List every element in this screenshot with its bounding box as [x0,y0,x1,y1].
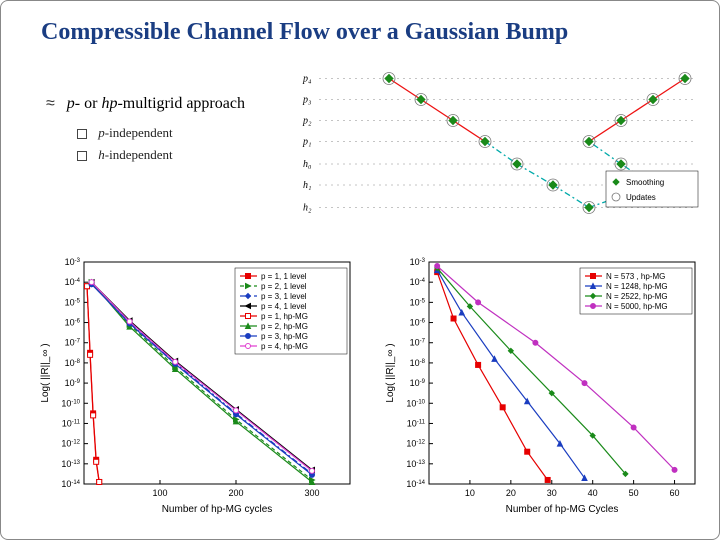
chart-left-p-convergence: 100 200 300 10-14 10-13 10-12 10-11 10-10 10-9 10… [36,256,356,516]
svg-text:p₄: p₄ [302,74,312,85]
svg-text:Log( ||R||_∞ ): Log( ||R||_∞ ) [40,343,51,402]
slide-title: Compressible Channel Flow over a Gaussia… [41,19,568,46]
main-bullet: ≈ p- or hp-multigrid approach [46,95,245,113]
svg-text:p = 4, hp-MG: p = 4, hp-MG [261,342,308,351]
svg-text:Number of hp-MG Cycles: Number of hp-MG Cycles [506,504,619,515]
svg-text:10-12: 10-12 [61,439,80,449]
chart-right-h-convergence: 10 20 30 40 50 60 10-14 10-13 10-12 10-11 10-10 10-… [381,256,701,516]
svg-text:10-14: 10-14 [61,479,80,489]
svg-text:10-4: 10-4 [65,277,81,287]
svg-text:h₀: h₀ [303,159,312,170]
bullet-text-hp: hp [101,95,117,112]
svg-text:100: 100 [152,488,167,498]
svg-text:Smoothing: Smoothing [626,178,664,187]
sub-bullet-1-rest: -independent [105,125,173,140]
svg-text:10-4: 10-4 [410,277,426,287]
svg-text:N = 5000, hp-MG: N = 5000, hp-MG [606,302,668,311]
svg-text:10-7: 10-7 [410,338,426,348]
svg-text:10-9: 10-9 [410,378,426,388]
svg-text:p = 4, 1 level: p = 4, 1 level [261,302,307,311]
bullet-text-p: p [67,95,75,112]
svg-text:Number of hp-MG cycles: Number of hp-MG cycles [162,504,273,515]
bullet-text-post: -multigrid approach [117,95,245,112]
svg-text:10-10: 10-10 [406,398,425,408]
svg-text:p₁: p₁ [302,137,311,148]
svg-text:p = 3, 1 level: p = 3, 1 level [261,292,307,301]
svg-text:10-11: 10-11 [407,418,426,428]
sub-bullet-2-rest: -independent [105,147,173,162]
bullet-text-mid: - or [75,95,102,112]
bullet-box-icon [77,129,87,139]
svg-text:20: 20 [506,488,516,498]
svg-text:30: 30 [547,488,557,498]
svg-text:50: 50 [629,488,639,498]
svg-text:10-5: 10-5 [65,297,81,307]
svg-text:10-11: 10-11 [62,418,81,428]
svg-text:10: 10 [465,488,475,498]
svg-text:10-10: 10-10 [61,398,80,408]
svg-text:10-6: 10-6 [410,318,426,328]
svg-text:300: 300 [304,488,319,498]
sub-bullet-list: p-independent h-independent [77,125,173,169]
sub-bullet-p-independent: p-independent [77,125,173,141]
svg-text:p = 2, hp-MG: p = 2, hp-MG [261,322,308,331]
sub-bullet-h-independent: h-independent [77,147,173,163]
svg-text:N = 573 , hp-MG: N = 573 , hp-MG [606,272,665,281]
svg-text:p = 1, 1 level: p = 1, 1 level [261,272,307,281]
slide-container: Compressible Channel Flow over a Gaussia… [0,0,720,540]
svg-text:N = 1248, hp-MG: N = 1248, hp-MG [606,282,668,291]
svg-text:10-14: 10-14 [406,479,425,489]
svg-text:10-6: 10-6 [65,318,81,328]
svg-text:10-5: 10-5 [410,297,426,307]
bullet-marker-icon: ≈ [46,95,55,112]
svg-text:10-3: 10-3 [65,257,81,267]
svg-text:10-9: 10-9 [65,378,81,388]
svg-text:10-8: 10-8 [410,358,426,368]
svg-text:60: 60 [670,488,680,498]
multigrid-v-cycle-diagram: p₄ p₃ p₂ p₁ h₀ h₁ h₂ Smoothing Updates [301,71,701,221]
svg-text:10-3: 10-3 [410,257,426,267]
svg-text:Updates: Updates [626,193,656,202]
svg-text:200: 200 [228,488,243,498]
svg-text:10-13: 10-13 [406,459,425,469]
svg-text:p = 3, hp-MG: p = 3, hp-MG [261,332,308,341]
svg-text:Log( ||R||_∞ ): Log( ||R||_∞ ) [385,343,396,402]
bullet-box-icon [77,151,87,161]
svg-text:10-13: 10-13 [61,459,80,469]
svg-text:10-8: 10-8 [65,358,81,368]
svg-text:40: 40 [588,488,598,498]
svg-text:10-12: 10-12 [406,439,425,449]
svg-text:p = 1, hp-MG: p = 1, hp-MG [261,312,308,321]
svg-text:p₃: p₃ [302,95,312,106]
svg-text:p₂: p₂ [302,116,312,127]
svg-text:10-7: 10-7 [65,338,81,348]
svg-text:h₁: h₁ [303,180,311,191]
svg-text:h₂: h₂ [303,203,312,214]
svg-text:N = 2522, hp-MG: N = 2522, hp-MG [606,292,668,301]
svg-text:p = 2, 1 level: p = 2, 1 level [261,282,307,291]
